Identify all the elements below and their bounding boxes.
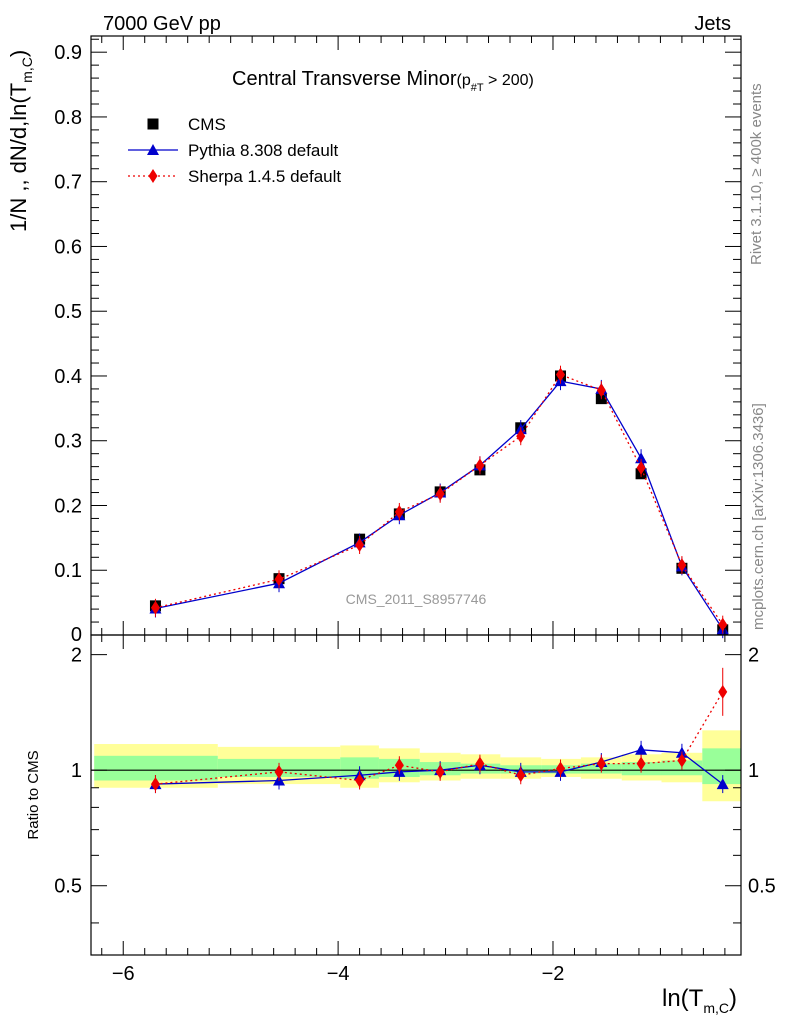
ratio-pythia-point (716, 778, 729, 790)
y-tick-label: 0.7 (54, 172, 82, 194)
sherpa-data-point (516, 429, 526, 444)
ratio-y-axis-label: Ratio to CMS (25, 750, 42, 839)
y-tick-label: 0.8 (54, 107, 82, 129)
sherpa-line (155, 373, 724, 626)
ratio-sherpa-line (155, 691, 724, 785)
sherpa-data-point (636, 460, 646, 475)
stat-uncertainty-band (94, 755, 218, 781)
x-tick-label: −4 (327, 963, 350, 985)
rivet-label: Rivet 3.1.10, ≥ 400k events (748, 83, 765, 265)
ratio-y-tick-label-right: 1 (748, 760, 759, 782)
y-tick-label: 0 (71, 624, 82, 646)
ratio-y-tick-label-right: 0.5 (748, 876, 776, 898)
stat-uncertainty-band (702, 748, 741, 785)
main-title: Central Transverse Minor(p#T > 200) (232, 68, 534, 94)
sherpa-data-point (274, 572, 284, 587)
ratio-sherpa-point (150, 777, 160, 792)
sherpa-data-point (596, 383, 606, 398)
sherpa-data-point (355, 537, 365, 552)
ratio-sherpa-point (435, 764, 445, 779)
y-tick-label: 0.2 (54, 495, 82, 517)
header-process-label: Jets (694, 13, 731, 35)
ratio-sherpa-point (596, 756, 606, 771)
analysis-watermark: CMS_2011_S8957746 (346, 591, 487, 607)
legend-cms-label: CMS (188, 115, 226, 134)
ratio-sherpa-point (274, 764, 284, 779)
ratio-sherpa-point (394, 758, 404, 773)
ratio-y-tick-label: 2 (71, 645, 82, 667)
ratio-frame (90, 634, 742, 956)
ratio-sherpa-point (636, 756, 646, 771)
ratio-y-tick-label-right: 2 (748, 645, 759, 667)
sherpa-data-point (435, 486, 445, 501)
ratio-plot-area: −6 −4 −2 0.5 0.5 1 1 2 2 (54, 36, 776, 985)
ratio-sherpa-point (355, 773, 365, 788)
sherpa-data-point (475, 458, 485, 473)
y-tick-label: 0.4 (54, 366, 82, 388)
main-y-axis-label: 1/N ,, dN/d,ln(Tm,C) (6, 50, 35, 232)
x-tick-label: −6 (112, 963, 135, 985)
y-tick-label: 0.5 (54, 301, 82, 323)
y-tick-label: 0.6 (54, 236, 82, 258)
x-tick-label: −2 (542, 963, 565, 985)
pythia-line (155, 380, 724, 630)
ratio-sherpa-point (677, 753, 687, 768)
sherpa-data-point (556, 367, 566, 382)
legend-cms-marker (147, 118, 159, 130)
ratio-pythia-line (155, 749, 724, 785)
sherpa-data-point (394, 504, 404, 519)
header-energy-label: 7000 GeV pp (103, 13, 221, 35)
ratio-pythia-point (635, 743, 648, 755)
sherpa-data-point (150, 600, 160, 615)
ratio-sherpa-point (475, 756, 485, 771)
legend-sherpa-marker (148, 169, 158, 183)
ratio-y-tick-label: 0.5 (54, 876, 82, 898)
ratio-sherpa-point (718, 684, 728, 699)
ratio-sherpa-point (516, 768, 526, 783)
legend-pythia-label: Pythia 8.308 default (188, 141, 339, 160)
mcplots-label: mcplots.cern.ch [arXiv:1306.3436] (750, 403, 767, 630)
legend-pythia-marker (147, 144, 159, 155)
ratio-y-tick-label: 1 (71, 760, 82, 782)
sherpa-data-point (677, 558, 687, 573)
legend-sherpa-label: Sherpa 1.4.5 default (188, 167, 341, 186)
pythia-data-point (635, 452, 648, 464)
main-plot-area: 0.1 0.2 0.3 0.4 0.5 0.6 0.7 0.8 0.9 0 CMS Pythia 8.… (54, 35, 742, 646)
y-tick-label: 0.9 (54, 42, 82, 64)
y-tick-label: 0.1 (54, 560, 82, 582)
y-tick-label: 0.3 (54, 431, 82, 453)
x-axis-label: ln(Tm,C) (662, 985, 737, 1016)
ratio-sherpa-point (556, 761, 566, 776)
